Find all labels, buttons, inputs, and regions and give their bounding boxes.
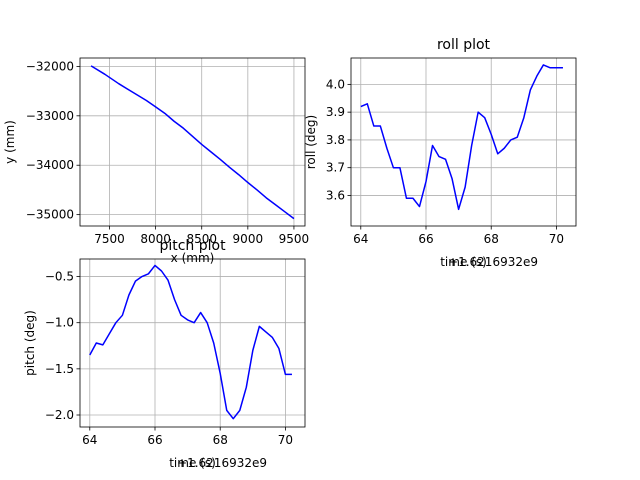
xy-x-axis-label: x (mm) [171,251,215,265]
roll-y-tick-label: 3.9 [326,105,345,119]
xy-x-tick-label: 8000 [140,232,171,246]
roll-title: roll plot [437,37,491,53]
xy-x-tick-label: 7500 [94,232,125,246]
xy-y-axis-label: y (mm) [3,120,17,164]
xy-x-tick-label: 9000 [233,232,264,246]
pitch-y-tick-label: −1.0 [45,316,74,330]
roll-y-tick-label: 3.8 [326,133,345,147]
xy-x-tick-label: 8500 [186,232,217,246]
pitch-x-tick-label: 64 [82,433,97,447]
roll-y-tick-label: 3.7 [326,161,345,175]
pitch-x-tick-label: 68 [213,433,228,447]
xy-panel: 7500 8000 8500 9000 9500 −35000 −34000 −33000 −3… [3,57,310,265]
xy-y-tick-label: −34000 [26,158,74,172]
roll-series-line [360,64,563,211]
pitch-x-offset-text: +1.6216932e9 [177,456,267,470]
pitch-y-tick-label: −2.0 [45,408,74,422]
roll-x-tick-label: 70 [549,232,564,246]
pitch-panel: 64 66 68 70 −2.0 −1.5 −1.0 −0.5 time (s) pitch (d… [23,238,306,470]
roll-x-axis-label: time (s) [440,255,487,269]
pitch-title: pitch plot [159,238,226,254]
roll-y-tick-label: 3.6 [326,188,345,202]
xy-x-tick-label: 9500 [279,232,310,246]
roll-x-tick-label: 66 [418,232,433,246]
roll-y-axis-label: roll (deg) [304,115,318,169]
pitch-y-tick-label: −1.5 [45,362,74,376]
roll-x-offset-text: +1.6216932e9 [448,255,538,269]
roll-axes-frame [350,57,577,227]
roll-x-tick-label: 64 [353,232,368,246]
pitch-y-axis-label: pitch (deg) [23,310,37,376]
xy-y-tick-label: −32000 [26,59,74,73]
xy-y-tick-label: −33000 [26,109,74,123]
roll-panel: 64 66 68 70 3.6 3.7 3.8 3.9 4.0 time (s) roll (deg… [304,37,577,269]
pitch-x-axis-label: time (s) [169,456,216,470]
pitch-series-line [89,264,292,420]
roll-y-tick-label: 4.0 [326,77,345,91]
pitch-x-tick-label: 70 [278,433,293,447]
roll-x-tick-label: 68 [484,232,499,246]
xy-series-line [90,65,295,220]
pitch-axes-frame [79,258,306,428]
xy-axes-frame [79,57,306,227]
pitch-y-tick-label: −0.5 [45,270,74,284]
pitch-x-tick-label: 66 [147,433,162,447]
xy-y-tick-label: −35000 [26,208,74,222]
